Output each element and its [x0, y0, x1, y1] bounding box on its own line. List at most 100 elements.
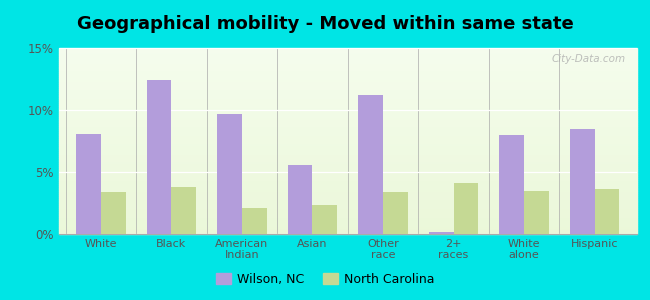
Bar [58, 184, 637, 186]
Bar [58, 83, 637, 85]
Bar [454, 183, 478, 234]
Bar [58, 204, 637, 206]
Bar [58, 72, 637, 74]
Bar [172, 187, 196, 234]
Bar [58, 232, 637, 234]
Bar [58, 91, 637, 93]
Bar [429, 232, 454, 234]
Bar [58, 160, 637, 161]
Bar [58, 214, 637, 215]
Bar [58, 193, 637, 195]
Bar [58, 169, 637, 171]
Bar [101, 192, 125, 234]
Bar [58, 206, 637, 208]
Bar [58, 165, 637, 167]
Bar [58, 156, 637, 158]
Bar [58, 70, 637, 72]
Bar [58, 128, 637, 130]
Bar [58, 80, 637, 82]
Bar [58, 54, 637, 56]
Bar [58, 154, 637, 156]
Bar [58, 228, 637, 230]
Bar [58, 132, 637, 134]
Bar [58, 82, 637, 83]
Bar [58, 202, 637, 204]
Bar [58, 225, 637, 226]
Bar [58, 98, 637, 100]
Bar [58, 175, 637, 176]
Bar [58, 188, 637, 189]
Bar [58, 176, 637, 178]
Bar [147, 80, 172, 234]
Bar [58, 65, 637, 67]
Bar [524, 190, 549, 234]
Bar [58, 182, 637, 184]
Bar [58, 163, 637, 165]
Bar [58, 172, 637, 175]
Bar [58, 102, 637, 104]
Bar [58, 208, 637, 210]
Bar [58, 199, 637, 200]
Bar [58, 221, 637, 223]
Bar [595, 189, 619, 234]
Bar [58, 223, 637, 225]
Bar [58, 212, 637, 214]
Bar [58, 122, 637, 124]
Bar [58, 200, 637, 202]
Bar [58, 226, 637, 228]
Bar [58, 167, 637, 169]
Bar [58, 195, 637, 197]
Bar [58, 180, 637, 182]
Bar [58, 113, 637, 115]
Bar [58, 67, 637, 68]
Bar [570, 129, 595, 234]
Bar [58, 150, 637, 152]
Bar [58, 161, 637, 163]
Bar [58, 104, 637, 106]
Bar [58, 63, 637, 65]
Bar [288, 165, 313, 234]
Bar [58, 121, 637, 122]
Bar [58, 191, 637, 193]
Bar [58, 141, 637, 143]
Text: City-Data.com: City-Data.com [551, 54, 625, 64]
Bar [58, 189, 637, 191]
Bar [58, 147, 637, 148]
Bar [76, 134, 101, 234]
Bar [58, 52, 637, 54]
Bar [58, 56, 637, 57]
Bar [58, 111, 637, 113]
Bar [58, 61, 637, 63]
Bar [58, 219, 637, 221]
Bar [58, 74, 637, 76]
Bar [58, 126, 637, 128]
Bar [58, 93, 637, 94]
Bar [58, 217, 637, 219]
Bar [58, 107, 637, 110]
Bar [58, 106, 637, 107]
Bar [383, 192, 408, 234]
Bar [242, 208, 266, 234]
Bar [58, 110, 637, 111]
Bar [499, 135, 524, 234]
Bar [58, 115, 637, 117]
Bar [58, 117, 637, 119]
Bar [58, 178, 637, 180]
Legend: Wilson, NC, North Carolina: Wilson, NC, North Carolina [211, 268, 439, 291]
Bar [58, 96, 637, 98]
Bar [58, 50, 637, 52]
Bar [313, 206, 337, 234]
Bar [58, 158, 637, 160]
Bar [58, 78, 637, 80]
Bar [58, 89, 637, 91]
Bar [58, 100, 637, 102]
Bar [58, 130, 637, 132]
Bar [58, 119, 637, 121]
Bar [58, 68, 637, 70]
Bar [58, 87, 637, 89]
Bar [58, 48, 637, 50]
Bar [58, 186, 637, 188]
Bar [58, 210, 637, 212]
Bar [58, 145, 637, 147]
Bar [58, 197, 637, 199]
